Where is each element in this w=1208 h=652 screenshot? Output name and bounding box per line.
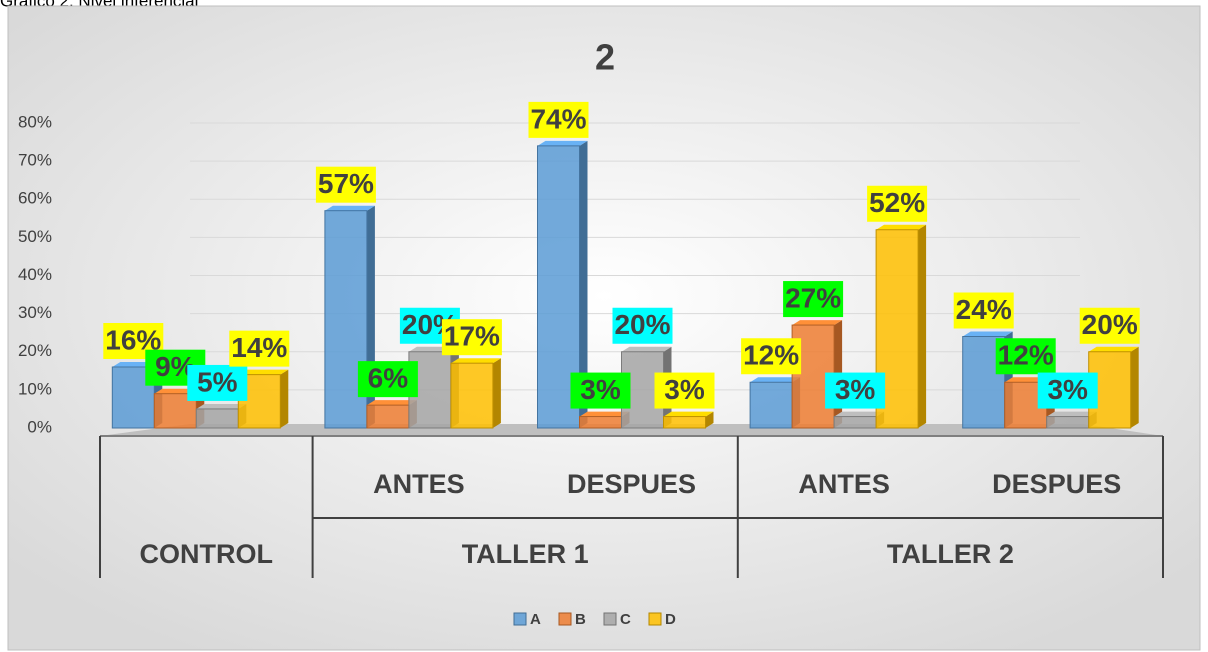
bar-top (750, 377, 801, 383)
data-label: 3% (1047, 374, 1088, 405)
data-label: 17% (444, 321, 500, 352)
data-label: 24% (956, 294, 1012, 325)
y-tick-label: 10% (18, 379, 52, 398)
legend-label: A (530, 611, 541, 628)
bar (833, 416, 877, 429)
bar-top (1088, 346, 1139, 352)
bar-side (579, 140, 588, 428)
data-label: 3% (835, 374, 876, 405)
bar (579, 416, 622, 429)
legend-swatch (558, 612, 572, 626)
data-label: 27% (785, 282, 841, 313)
bar-side (918, 224, 927, 428)
data-label-box (357, 361, 418, 398)
data-label: 52% (869, 187, 925, 218)
bar-top (238, 369, 289, 375)
y-tick-label: 0% (27, 417, 52, 436)
x-tick-label: ANTES (798, 469, 890, 499)
data-label-box (187, 364, 248, 401)
data-label-box (825, 372, 886, 409)
data-label-box (441, 319, 502, 356)
group-label: TALLER 2 (887, 539, 1014, 569)
chart-title: 2 (595, 37, 615, 78)
legend-swatch (648, 612, 662, 626)
data-label-box (315, 166, 376, 203)
data-label-box (1079, 307, 1140, 344)
data-label: 20% (1082, 309, 1138, 340)
data-label: 74% (530, 103, 586, 134)
bar (663, 416, 706, 429)
data-label: 14% (231, 332, 287, 363)
bar-side (280, 369, 289, 428)
data-label-box (953, 292, 1014, 329)
bar-side (705, 411, 714, 428)
group-label: CONTROL (140, 539, 273, 569)
legend-swatch (603, 612, 617, 626)
data-label-box (654, 372, 715, 409)
bar-top (450, 358, 501, 364)
bar-side (1130, 346, 1139, 428)
data-label-box (741, 338, 802, 375)
bar-top (324, 205, 375, 211)
data-label: 6% (368, 363, 409, 394)
data-label: 5% (197, 366, 238, 397)
y-tick-label: 50% (18, 227, 52, 246)
x-tick-label: DESPUES (567, 469, 696, 499)
legend-label: B (575, 611, 586, 628)
bar-top (579, 411, 630, 417)
data-label: 12% (743, 340, 799, 371)
bar (1046, 416, 1090, 429)
y-tick-label: 80% (18, 112, 52, 131)
y-tick-label: 40% (18, 265, 52, 284)
bar-top (366, 400, 417, 406)
data-label-box (783, 281, 844, 318)
bar-top (196, 403, 247, 409)
data-label-box (570, 372, 631, 409)
group-label: TALLER 1 (462, 539, 589, 569)
y-tick-label: 70% (18, 151, 52, 170)
bar-top (537, 140, 588, 146)
y-tick-label: 60% (18, 189, 52, 208)
data-label: 3% (664, 374, 705, 405)
bar (749, 381, 793, 429)
bar-top (962, 331, 1013, 337)
bar-side (492, 358, 501, 428)
legend-label: D (665, 611, 676, 628)
bar-top (834, 411, 885, 417)
data-label: 20% (614, 309, 670, 340)
data-label-box (995, 338, 1056, 375)
legend-label: C (620, 611, 631, 628)
bar-top (876, 224, 927, 230)
bar-top (792, 320, 843, 326)
y-tick-label: 30% (18, 303, 52, 322)
y-tick-label: 20% (18, 341, 52, 360)
x-tick-label: ANTES (373, 469, 465, 499)
bar-top (621, 346, 672, 352)
x-tick-label: DESPUES (992, 469, 1121, 499)
legend-swatch (513, 612, 527, 626)
data-label: 57% (318, 168, 374, 199)
data-label: 12% (998, 340, 1054, 371)
data-label-box (612, 307, 673, 344)
caption: Gráfico 2. Nivel inferencial (0, 0, 198, 10)
bar-top (663, 411, 714, 417)
data-label-box (867, 185, 928, 222)
data-label-box (1037, 372, 1098, 409)
bar (195, 408, 239, 429)
bar-top (1046, 411, 1097, 417)
data-label: 3% (580, 374, 621, 405)
data-label-box (229, 330, 290, 367)
bar (366, 404, 410, 429)
bar (450, 362, 494, 429)
data-label-box (528, 101, 589, 138)
